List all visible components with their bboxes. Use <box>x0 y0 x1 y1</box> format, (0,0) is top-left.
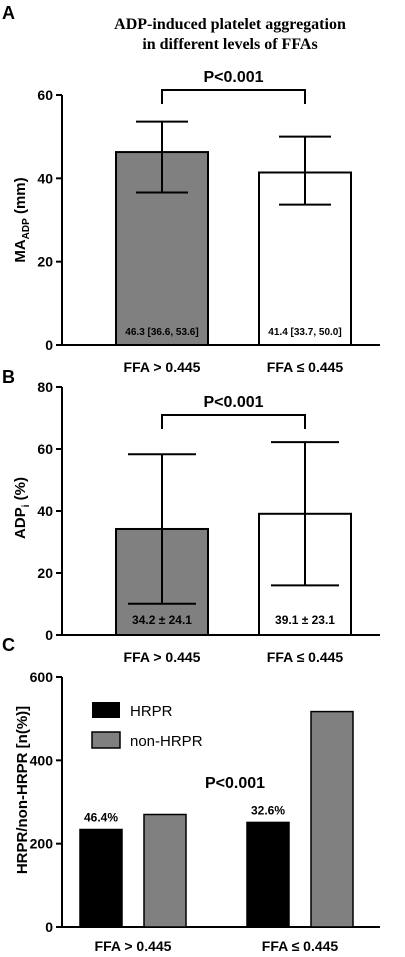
panel-a-letter: A <box>2 3 15 23</box>
legend-non-hrpr-swatch <box>91 731 121 749</box>
chart-c-percent-label: 32.6% <box>251 803 285 817</box>
chart-a-bar-label: 41.4 [33.7, 50.0] <box>268 327 341 338</box>
chart-c-bar-non-hrpr <box>143 813 187 928</box>
chart-b-y-axis-label: ADPi (%) <box>12 477 32 539</box>
chart-a-ylabel-main: MA <box>12 239 29 262</box>
chart-a-ylabel-sub: ADP <box>21 218 32 239</box>
chart-c-bar-hrpr <box>79 828 123 928</box>
chart-c-y-axis-label: HRPR/non-HRPR [n(%)] <box>14 706 31 874</box>
legend-non-hrpr-label: non-HRPR <box>130 733 203 750</box>
chart-c-y-tick-label: 200 <box>30 836 54 852</box>
chart-a-y-tick-label: 20 <box>37 254 53 270</box>
chart-a-significance-label: P<0.001 <box>203 69 263 86</box>
chart-a-y-tick-label: 60 <box>37 87 53 103</box>
legend-hrpr-label: HRPR <box>130 703 173 720</box>
chart-c-significance-label: P<0.001 <box>205 775 265 792</box>
chart-a-category-label: FFA ≤ 0.445 <box>267 359 344 375</box>
chart-a-y-axis-label: MAADP (mm) <box>12 177 32 262</box>
chart-c-y-tick-label: 600 <box>30 669 54 685</box>
chart-c-bar-hrpr <box>246 821 290 928</box>
chart-c-category-label: FFA ≤ 0.445 <box>262 938 339 954</box>
chart-b-y-tick-label: 0 <box>45 627 53 643</box>
chart-b-bar-label: 34.2 ± 24.1 <box>132 613 192 627</box>
chart-a-category-label: FFA > 0.445 <box>124 359 201 375</box>
chart-b-y-tick-label: 20 <box>37 565 53 581</box>
chart-b-ylabel-sub: i <box>21 504 32 507</box>
chart-a-title-line2: in different levels of FFAs <box>142 36 317 53</box>
panel-b-letter: B <box>2 367 15 387</box>
chart-b-significance-bracket <box>161 414 306 429</box>
chart-b-bar-label: 39.1 ± 23.1 <box>275 613 335 627</box>
chart-c-y-tick-label: 400 <box>30 752 54 768</box>
chart-b-ylabel-main: ADP <box>12 507 29 539</box>
chart-b-y-tick-label: 60 <box>37 441 53 457</box>
legend-hrpr-swatch <box>92 702 120 718</box>
chart-a-y-tick-label: 40 <box>37 170 53 186</box>
chart-c-bar-non-hrpr <box>310 710 354 928</box>
chart-b-ylabel-unit: (%) <box>12 477 29 505</box>
chart-a-bar-label: 46.3 [36.6, 53.6] <box>125 327 198 338</box>
chart-c-y-tick-label: 0 <box>45 919 53 935</box>
chart-a-y-tick-label: 0 <box>45 337 53 353</box>
chart-b-category-label: FFA ≤ 0.445 <box>267 649 344 665</box>
chart-marks-layer: 0 20 40 60 46.3 [36.6, 53.6] FFA > 0.445 41.4 … <box>30 69 380 954</box>
chart-b-category-label: FFA > 0.445 <box>124 649 201 665</box>
chart-a-ylabel-unit: (mm) <box>12 177 29 218</box>
chart-a-title-line1: ADP-induced platelet aggregation <box>114 16 346 33</box>
chart-c-percent-label: 46.4% <box>84 811 118 825</box>
chart-b-significance-label: P<0.001 <box>203 394 263 411</box>
chart-b-y-tick-label: 80 <box>37 379 53 395</box>
chart-c-category-label: FFA > 0.445 <box>95 938 172 954</box>
panel-c-letter: C <box>2 635 15 655</box>
chart-b-y-tick-label: 40 <box>37 503 53 519</box>
chart-a-significance-bracket <box>161 89 306 104</box>
